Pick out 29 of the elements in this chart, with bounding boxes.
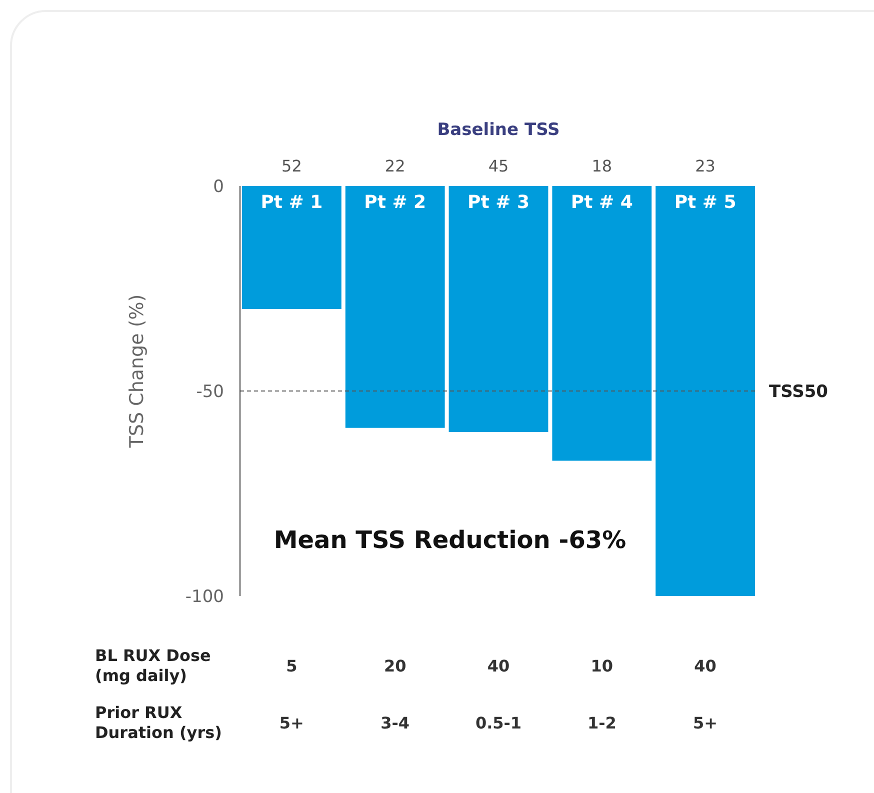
text: 23 (695, 156, 716, 176)
x-tick-label: Pt # 2 (364, 192, 426, 213)
text: Prior RUX Duration (yrs) (95, 703, 223, 743)
text: 20 (384, 656, 406, 676)
text: 5 (286, 656, 298, 676)
x-tick-label: Pt # 4 (570, 192, 633, 213)
text: 22 (384, 156, 406, 176)
text: 10 (590, 656, 614, 676)
text: 40 (487, 656, 510, 676)
text: 45 (488, 156, 509, 176)
text: 18 (592, 156, 612, 176)
y-tick-label: -100 (185, 587, 224, 608)
y-axis-title: TSS Change (%) (126, 294, 148, 448)
y-tick-label: 0 (213, 177, 224, 198)
text: 5+ (693, 714, 718, 732)
text: 1-2 (587, 714, 616, 732)
text: 3-4 (380, 714, 410, 732)
x-tick-label: Pt # 1 (260, 192, 323, 213)
text: 52 (282, 156, 302, 176)
text: BL RUX Dose (mg daily) (95, 646, 212, 686)
text: 40 (694, 656, 716, 676)
annotation: Mean TSS Reduction -63% (274, 526, 626, 554)
text: 0.5-1 (475, 714, 522, 732)
ref-line-label: TSS50 (769, 382, 828, 402)
text: Baseline TSS (437, 120, 560, 140)
x-tick-label: Pt # 3 (468, 192, 530, 213)
x-tick-label: Pt # 5 (674, 192, 736, 213)
y-tick-label: -50 (196, 382, 224, 402)
text: 5+ (279, 714, 304, 732)
